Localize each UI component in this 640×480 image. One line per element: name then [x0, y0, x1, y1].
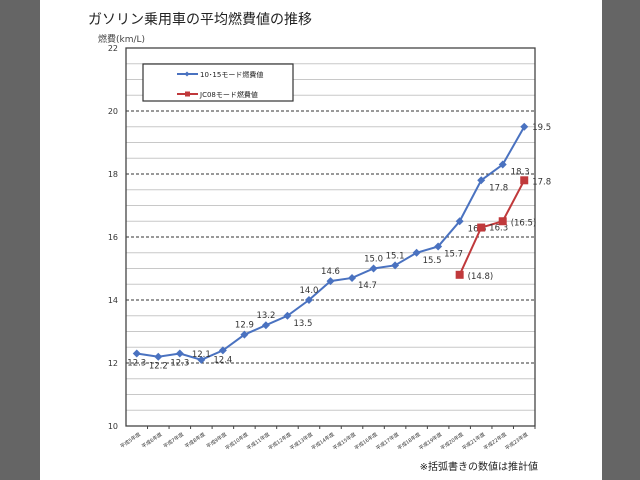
x-tick-label: 平成17年度 [375, 431, 401, 452]
data-point-marker [391, 261, 400, 270]
data-label: 12.9 [235, 321, 254, 331]
y-tick-label: 10 [108, 422, 118, 431]
data-point-marker [326, 277, 335, 286]
chart-page: ガソリン乗用車の平均燃費値の推移燃費(km/L) 10 12 14 16 18 20 22 平成… [40, 0, 602, 480]
data-point-marker [197, 355, 206, 364]
data-label: 16.3 [489, 224, 508, 234]
data-point-marker [477, 176, 486, 185]
x-tick-label: 平成19年度 [418, 431, 444, 452]
legend-marker [185, 91, 190, 97]
x-tick-label: 平成14年度 [310, 431, 336, 452]
chart-title: ガソリン乗用車の平均燃費値の推移 [88, 11, 312, 28]
y-tick-label: 20 [108, 107, 118, 116]
x-tick-label: 平成18年度 [396, 431, 422, 452]
data-label: 17.8 [489, 183, 508, 193]
data-label: (14.8) [468, 272, 494, 282]
data-point-marker [477, 223, 486, 232]
data-label: 15.0 [364, 255, 383, 265]
x-tick-label: 平成22年度 [482, 431, 508, 452]
x-tick-label: 平成12年度 [267, 431, 293, 452]
data-point-marker [348, 273, 357, 282]
legend-entry: 10･15モード燃費値 [200, 70, 263, 79]
data-label: 12.4 [213, 355, 232, 365]
y-tick-label: 18 [108, 170, 118, 179]
x-tick-label: 平成13年度 [289, 431, 315, 452]
data-point-marker [498, 160, 507, 169]
series-line-1 [458, 179, 526, 276]
x-tick-label: 平成5年度 [119, 431, 142, 450]
data-point-marker [283, 311, 292, 320]
data-label: 15.5 [423, 256, 442, 266]
y-tick-label: 22 [108, 44, 118, 53]
y-tick-label: 12 [108, 359, 118, 368]
data-label: 16.5 [468, 224, 487, 234]
data-point-marker [175, 349, 184, 358]
data-point-marker [304, 296, 313, 304]
x-tick-label: 平成16年度 [353, 431, 379, 452]
data-point-marker [132, 349, 141, 358]
y-tick-label: 14 [108, 296, 118, 305]
y-tick-label: 16 [108, 233, 118, 242]
data-point-marker [455, 217, 464, 226]
x-tick-label: 平成21年度 [461, 431, 487, 452]
x-tick-label: 平成15年度 [332, 431, 358, 452]
data-label: 18.3 [511, 168, 530, 178]
x-tick-label: 平成7年度 [162, 431, 185, 450]
legend-marker [184, 71, 190, 77]
series-line-0 [136, 126, 526, 361]
x-tick-label: 平成23年度 [504, 431, 530, 452]
data-point-marker [520, 176, 529, 185]
x-tick-label: 平成11年度 [245, 431, 271, 452]
data-point-marker [154, 352, 163, 361]
data-label: 17.8 [532, 177, 551, 187]
data-point-marker [455, 270, 464, 279]
data-label: 14.0 [300, 286, 319, 296]
data-point-marker [369, 264, 378, 273]
data-label: 12.2 [149, 362, 168, 372]
data-label: 19.5 [532, 123, 551, 133]
legend-entry: JC08モード燃費値 [199, 90, 258, 99]
data-label: 12.1 [192, 350, 211, 360]
legend-box [142, 63, 294, 102]
x-tick-label: 平成8年度 [183, 431, 206, 450]
data-label: 15.1 [386, 251, 405, 261]
data-point-marker [498, 217, 507, 226]
data-label: 13.5 [293, 319, 312, 329]
footnote: ※括弧書きの数値は推計値 [420, 460, 538, 473]
x-tick-label: 平成20年度 [439, 431, 465, 452]
data-label: (16.5) [511, 218, 537, 228]
data-point-marker [240, 330, 249, 339]
data-label: 13.2 [256, 311, 275, 321]
data-label: 15.7 [444, 249, 463, 259]
data-label: 12.3 [127, 359, 146, 369]
plot-area-border [125, 47, 536, 427]
data-label: 14.6 [321, 267, 340, 277]
data-label: 14.7 [358, 281, 377, 291]
y-axis-label: 燃費(km/L) [98, 33, 145, 45]
data-point-marker [434, 242, 443, 251]
data-point-marker [261, 321, 270, 330]
x-tick-label: 平成10年度 [224, 431, 250, 452]
data-point-marker [412, 248, 421, 257]
data-point-marker [520, 122, 529, 131]
data-label: 12.3 [170, 359, 189, 369]
data-point-marker [218, 346, 227, 355]
x-tick-label: 平成6年度 [140, 431, 163, 450]
